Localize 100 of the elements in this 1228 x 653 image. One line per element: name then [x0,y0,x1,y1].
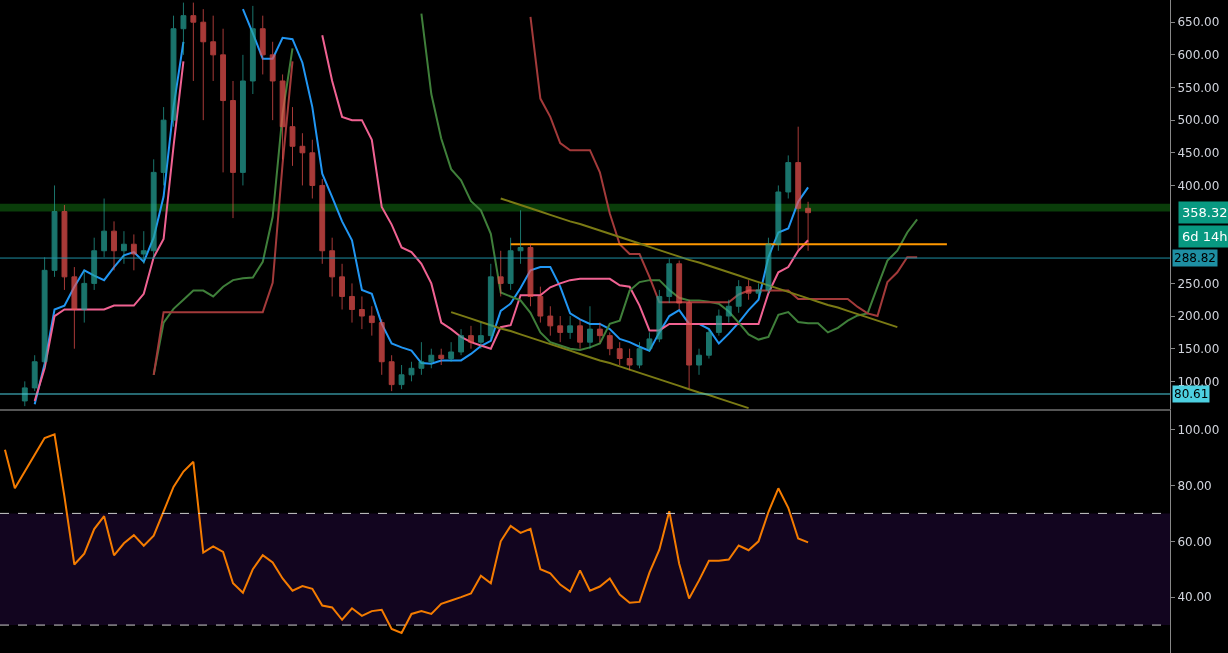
y-tick-label: 100.00 [1177,374,1220,389]
candlestick [309,139,316,200]
candlestick [745,279,752,301]
candlestick [150,158,157,258]
candlestick [448,341,455,363]
line-series [3,433,810,634]
line-series [499,197,899,329]
candlestick [41,256,48,369]
candlestick [805,201,812,252]
candlestick [517,209,524,265]
candlestick [111,220,117,271]
text: 6d 14h [1182,229,1228,244]
candlestick [755,282,762,299]
y-tick-label: 550.00 [1177,80,1220,95]
candlestick [339,263,346,311]
candlestick [51,184,58,278]
candlestick [368,305,375,337]
candlestick [319,178,326,265]
candlestick [666,258,673,304]
text: 358.32 [1182,205,1228,220]
candlestick [170,15,177,128]
candlestick [428,348,435,369]
candlestick [329,237,336,297]
candlestick [497,250,504,297]
candlestick [636,341,643,369]
candlestick [230,80,236,219]
candlestick [795,126,802,252]
candlestick [289,106,296,167]
y-tick-label: 600.00 [1177,48,1220,63]
candlestick [438,348,445,366]
line-series [450,311,750,410]
candlestick [210,15,217,82]
ref-line-label: 288.82 [1174,251,1216,265]
candlestick [299,132,306,186]
candlestick [487,263,494,340]
candlestick [686,299,693,390]
y-tick-label: 250.00 [1177,276,1220,291]
candlestick [180,2,187,56]
candlestick [765,237,772,294]
candlestick [696,348,702,376]
candlestick [408,361,415,382]
candlestick [646,331,653,353]
candlestick [626,348,633,371]
y-tick-label: 500.00 [1177,113,1220,128]
y-tick-label: 400.00 [1177,178,1220,193]
candlestick [388,354,395,392]
candlestick [527,243,534,307]
candlestick [507,237,514,291]
candlestick [418,341,425,376]
candlestick [61,204,68,291]
candlestick [706,328,712,359]
candlestick [656,289,663,343]
candlestick [269,41,276,121]
candlestick [378,318,385,376]
y-tick-label: 450.00 [1177,146,1220,160]
candlestick [259,15,266,75]
candlestick [577,318,583,350]
candlestick [775,184,782,252]
ref-line-label: 80.61 [1174,387,1209,401]
candlestick [239,54,246,186]
y-tick-label: 80.00 [1177,478,1212,493]
candlestick [587,305,593,350]
candlestick [190,2,197,82]
y-tick-label: 60.00 [1177,534,1212,549]
candlestick [676,260,683,311]
y-tick-label: 150.00 [1177,341,1220,356]
candlestick [557,315,564,343]
y-tick-label: 200.00 [1177,309,1220,324]
candlestick [537,286,544,324]
candlestick [398,364,405,390]
candlestick [279,73,286,160]
candlestick [71,266,78,350]
candlestick [358,295,365,330]
candlestick [468,325,474,350]
candlestick [160,106,167,186]
candlestick [785,154,792,200]
candlestick [249,5,256,95]
y-tick-label: 40.00 [1177,590,1212,605]
candlestick [567,315,574,340]
candlestick [31,354,38,392]
candlestick [101,198,108,258]
candlestick [349,282,355,324]
candlestick [735,279,742,314]
candlestick [616,341,623,366]
candlestick [458,328,464,356]
candlestick [121,230,127,265]
candlestick [547,305,554,337]
candlestick [81,269,88,324]
candlestick [596,322,603,343]
candlestick [220,28,227,173]
candlestick [606,331,613,356]
candlestick [91,237,98,291]
candlestick [725,299,732,324]
candlestick [140,230,147,265]
candlestick [200,8,207,121]
y-tick-label: 100.00 [1177,422,1220,437]
candlestick [477,322,484,350]
y-tick-label: 650.00 [1177,15,1220,30]
candlestick [130,233,137,271]
candlestick [715,309,722,337]
